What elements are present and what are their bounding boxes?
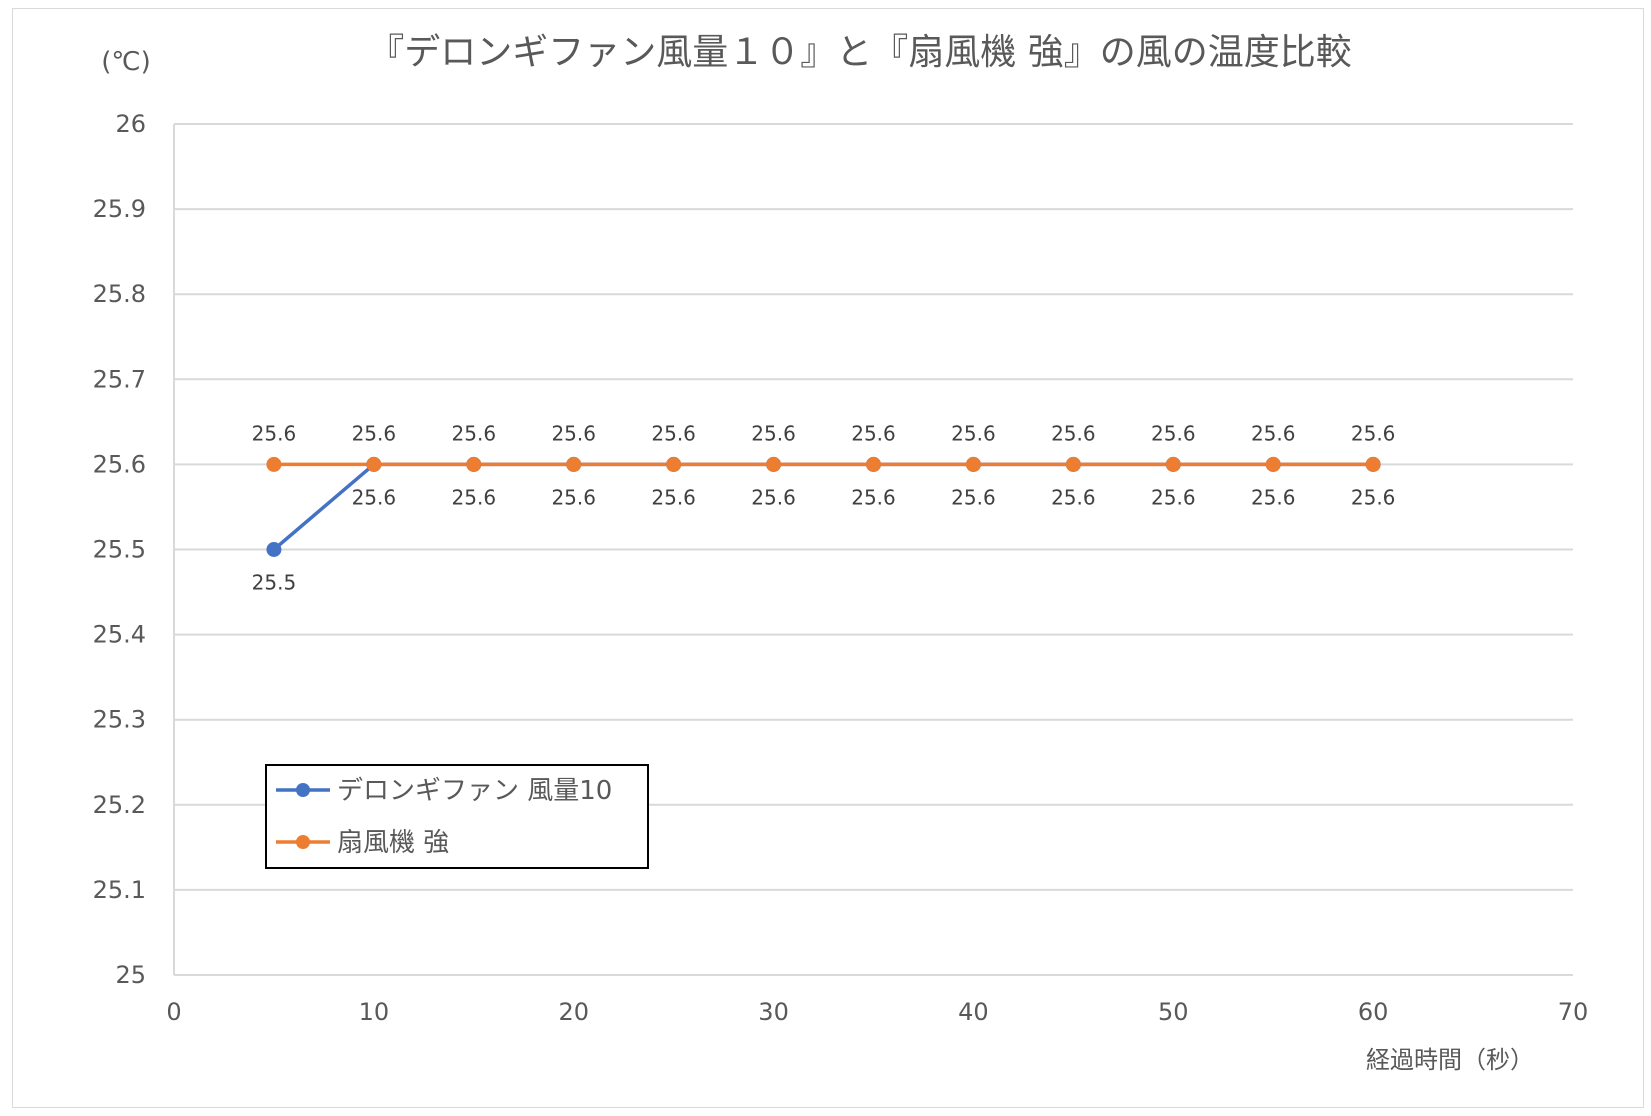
data-point	[1165, 456, 1181, 472]
data-label: 25.6	[1151, 485, 1196, 509]
data-label: 25.6	[651, 485, 696, 509]
data-label: 25.6	[1151, 421, 1196, 445]
data-label: 25.6	[1351, 485, 1396, 509]
chart-title: 『デロンギファン風量１０』と『扇風機 強』の風の温度比較	[368, 32, 1351, 73]
y-tick-label: 25.6	[93, 450, 146, 478]
data-point	[266, 456, 282, 472]
y-tick-label: 25.8	[93, 280, 146, 308]
data-label: 25.6	[551, 421, 596, 445]
data-label: 25.5	[252, 571, 297, 595]
legend-label: 扇風機 強	[337, 828, 449, 858]
legend-label: デロンギファン 風量10	[337, 776, 612, 806]
x-axis-ticks: 0 10 20 30 40 50 60 70	[166, 998, 1588, 1026]
data-label: 25.6	[751, 485, 796, 509]
data-point	[1365, 456, 1381, 472]
series-layer	[266, 456, 1381, 557]
data-label: 25.6	[252, 421, 297, 445]
data-label: 25.6	[551, 485, 596, 509]
y-tick-label: 25.2	[93, 791, 146, 819]
y-tick-label: 25.1	[93, 876, 146, 904]
data-point	[366, 456, 382, 472]
y-axis-unit: (℃)	[101, 47, 151, 77]
legend: デロンギファン 風量10 扇風機 強	[265, 764, 649, 869]
data-label: 25.6	[1251, 421, 1296, 445]
y-axis-ticks: 25 25.1 25.2 25.3 25.4 25.5 25.6 25.7 25.8 25.9 26	[93, 110, 146, 989]
legend-box	[265, 764, 649, 869]
x-axis-title: 経過時間（秒）	[1366, 1046, 1534, 1074]
chart-frame	[12, 8, 1644, 1108]
data-point	[466, 456, 482, 472]
x-tick-label: 50	[1158, 998, 1189, 1026]
y-tick-label: 25.7	[93, 365, 146, 393]
y-tick-label: 25	[115, 961, 146, 989]
data-label: 25.6	[1351, 421, 1396, 445]
x-tick-label: 40	[958, 998, 989, 1026]
data-point	[666, 456, 682, 472]
data-label: 25.6	[951, 485, 996, 509]
data-label: 25.6	[651, 421, 696, 445]
data-label: 25.6	[851, 485, 896, 509]
x-tick-label: 60	[1358, 998, 1389, 1026]
x-tick-label: 20	[558, 998, 589, 1026]
y-tick-label: 25.4	[93, 621, 146, 649]
data-point	[266, 542, 282, 557]
data-label: 25.6	[352, 485, 397, 509]
data-point	[965, 456, 981, 472]
data-label: 25.6	[452, 421, 497, 445]
data-label: 25.6	[851, 421, 896, 445]
y-tick-label: 26	[115, 110, 146, 138]
data-label: 25.6	[352, 421, 397, 445]
y-tick-label: 25.5	[93, 536, 146, 564]
x-tick-label: 10	[359, 998, 390, 1026]
x-tick-label: 30	[758, 998, 789, 1026]
series-line	[272, 462, 1375, 552]
data-label: 25.6	[951, 421, 996, 445]
data-label: 25.6	[1251, 485, 1296, 509]
y-tick-label: 25.3	[93, 706, 146, 734]
data-label: 25.6	[1051, 421, 1096, 445]
data-point	[1065, 456, 1081, 472]
data-point	[766, 456, 782, 472]
data-point	[1265, 456, 1281, 472]
legend-marker	[296, 783, 310, 797]
data-point	[566, 456, 582, 472]
legend-marker	[296, 835, 310, 849]
y-tick-label: 25.9	[93, 195, 146, 223]
axes	[173, 124, 1573, 976]
data-label: 25.6	[751, 421, 796, 445]
data-label: 25.6	[452, 485, 497, 509]
data-label: 25.6	[1051, 485, 1096, 509]
x-tick-label: 0	[166, 998, 181, 1026]
data-labels: 25.5 25.6 25.6 25.6 25.6 25.6 25.6 25.6 25.6 25.6…	[252, 421, 1396, 594]
data-point	[866, 456, 881, 472]
x-tick-label: 70	[1558, 998, 1589, 1026]
